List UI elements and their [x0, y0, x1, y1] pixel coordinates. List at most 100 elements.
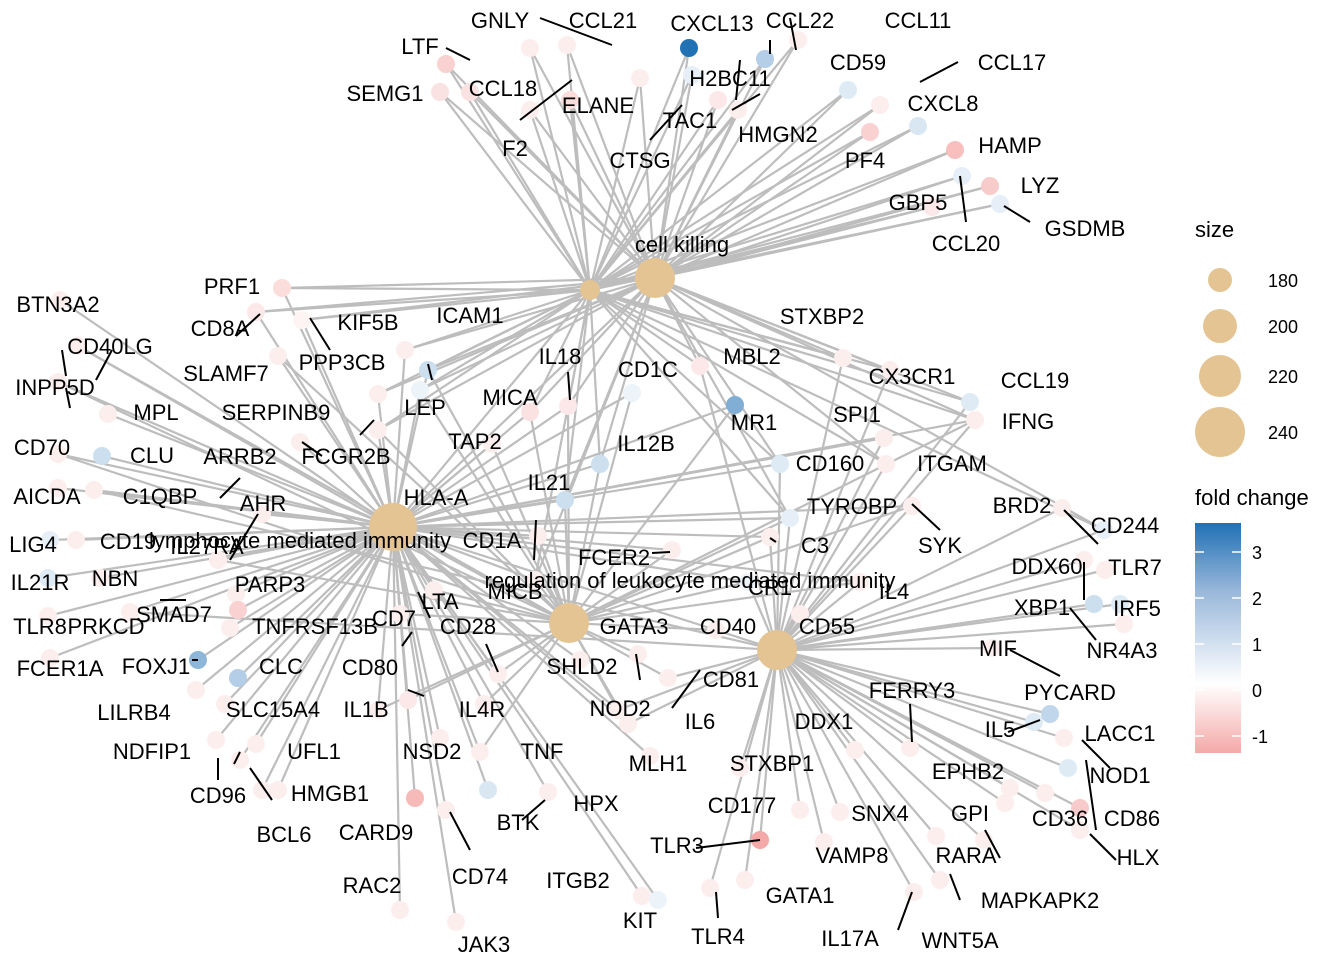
gene-node-bcl6: [253, 781, 271, 799]
edge-mr1-lmi: [392, 403, 736, 529]
edge-cd74-lmi: [391, 526, 448, 811]
edge-il18-ck: [567, 277, 656, 407]
gene-node-kit: [649, 891, 667, 909]
edge-cd244-ck2: [589, 289, 1105, 531]
gene-label-ccl21: CCL21: [569, 8, 637, 33]
edge-il4-rlmi: [568, 580, 861, 625]
gene-label-foxj1: FOXJ1: [122, 654, 190, 679]
gene-node-prkcd: [121, 603, 139, 621]
gene-node-cd80: [399, 691, 417, 709]
leader-line-2: [519, 79, 573, 121]
gene-node-cd244: [1095, 521, 1113, 539]
gene-node-fcgr2b: [369, 421, 387, 439]
edge-rac2-lmi: [391, 526, 402, 911]
edge-foxj1-lmi: [197, 526, 394, 661]
edge-micb-ck: [533, 277, 657, 581]
gene-node-jak3: [447, 913, 465, 931]
gene-label-cd1c: CD1C: [618, 357, 678, 382]
edge-ddx60-alt: [776, 558, 1085, 652]
edge-lep-ck2: [419, 289, 591, 391]
edge-tyrobp-lmi: [392, 516, 791, 529]
edge-inpp5d-lmi: [57, 380, 394, 529]
gene-label-il18: IL18: [539, 344, 582, 369]
gene-node-micb: [526, 571, 544, 589]
gene-label-tyrobp: TYROBP: [807, 494, 897, 519]
gene-node-spi1: [875, 429, 893, 447]
gene-node-lep: [411, 381, 429, 399]
gene-label-ccl11: CCL11: [885, 8, 952, 33]
gene-node-stxbp1: [731, 759, 749, 777]
gene-label-mif: MIF: [979, 636, 1017, 661]
gene-node-ccl19: [961, 393, 979, 411]
edge-syk-lmi: [392, 504, 913, 529]
edge-smad7-lmi: [237, 526, 394, 611]
edge-tlr3-alt: [758, 649, 779, 841]
gene-node-cd40: [707, 621, 725, 639]
gene-label-irf5: IRF5: [1113, 596, 1161, 621]
edge-ifng-rlmi: [568, 419, 976, 624]
gene-node-hmgn2: [729, 101, 747, 119]
gene-node-btn3a2: [51, 291, 69, 309]
gene-label-cxcl8: CXCL8: [908, 91, 979, 116]
edge-tyrobp-alt: [775, 517, 792, 651]
edge-cd70-lmi: [57, 452, 394, 529]
leader-line-26: [1063, 509, 1099, 545]
gene-node-tlr7: [1096, 561, 1114, 579]
edge-hla-a-ck2: [392, 289, 591, 528]
edge-tnfrsf13b-lmi: [229, 526, 394, 629]
gene-node-cd7: [391, 605, 409, 623]
gene-label-icam1: ICAM1: [436, 303, 503, 328]
gene-label-hamp: HAMP: [978, 133, 1042, 158]
gene-label-ltf: LTF: [401, 34, 438, 59]
gene-node-ccl11: [789, 31, 807, 49]
gene-label-gsdmb: GSDMB: [1045, 216, 1126, 241]
leader-line-4: [731, 93, 761, 111]
edge-btn3a2-lmi: [59, 299, 394, 528]
gene-node-ephb2: [1001, 779, 1019, 797]
edge-card9-lmi: [391, 526, 417, 799]
gene-node-gsdmb: [991, 195, 1009, 213]
gene-node-nod1: [1059, 759, 1077, 777]
gene-node-hpx: [539, 783, 557, 801]
gene-node-c1qbp: [85, 481, 103, 499]
gene-node-shld2: [571, 651, 589, 669]
gene-label-il21r: IL21R: [11, 570, 70, 595]
leader-line-1: [445, 47, 471, 61]
gene-node-xbp1: [1085, 595, 1103, 613]
edge-pycard-alt: [776, 648, 1051, 716]
edge-ppp3cb-lmi: [391, 349, 407, 528]
leader-line-22: [533, 519, 537, 561]
gene-node-arrb2: [291, 433, 309, 451]
gene-node-inpp5d: [49, 373, 67, 391]
gene-node-itgb2: [633, 887, 651, 905]
gene-node-stxbp2: [834, 349, 852, 367]
leader-line-18: [735, 59, 741, 101]
gene-label-bcl6: BCL6: [256, 822, 311, 847]
gene-node-ddx60: [1075, 551, 1093, 569]
edge-lta-rlmi: [433, 588, 570, 625]
edge-ccl19-ck2: [589, 288, 971, 404]
gene-node-cd70: [49, 445, 67, 463]
leader-line-16: [427, 363, 433, 381]
leader-line-50: [897, 891, 913, 931]
gene-node-mif: [983, 639, 1001, 657]
edge-cd8a-ck2: [255, 288, 591, 314]
edge-lacc1-alt: [776, 648, 1065, 740]
edge-cd160-alt: [775, 463, 782, 651]
edge-il6-lmi: [392, 526, 629, 725]
edge-cd59-ck: [654, 89, 849, 279]
gene-node-rara: [927, 827, 945, 845]
gene-label-cd81: CD81: [703, 667, 759, 692]
gene-label-cd70: CD70: [14, 435, 70, 460]
gene-label-nod2: NOD2: [589, 696, 650, 721]
edge-hpx-lmi: [392, 526, 549, 793]
edge-cd59-ck2: [589, 89, 849, 291]
gene-label-itgam: ITGAM: [917, 451, 987, 476]
edge-il6-alt: [627, 649, 778, 725]
gene-label-il4: IL4: [879, 579, 910, 604]
edge-tyrobp-ck: [654, 277, 791, 519]
gene-label-cd8a: CD8A: [191, 316, 250, 341]
edge-ppp3cb-ck: [404, 276, 656, 352]
leader-line-30: [401, 631, 413, 647]
gene-label-ephb2: EPHB2: [932, 759, 1004, 784]
